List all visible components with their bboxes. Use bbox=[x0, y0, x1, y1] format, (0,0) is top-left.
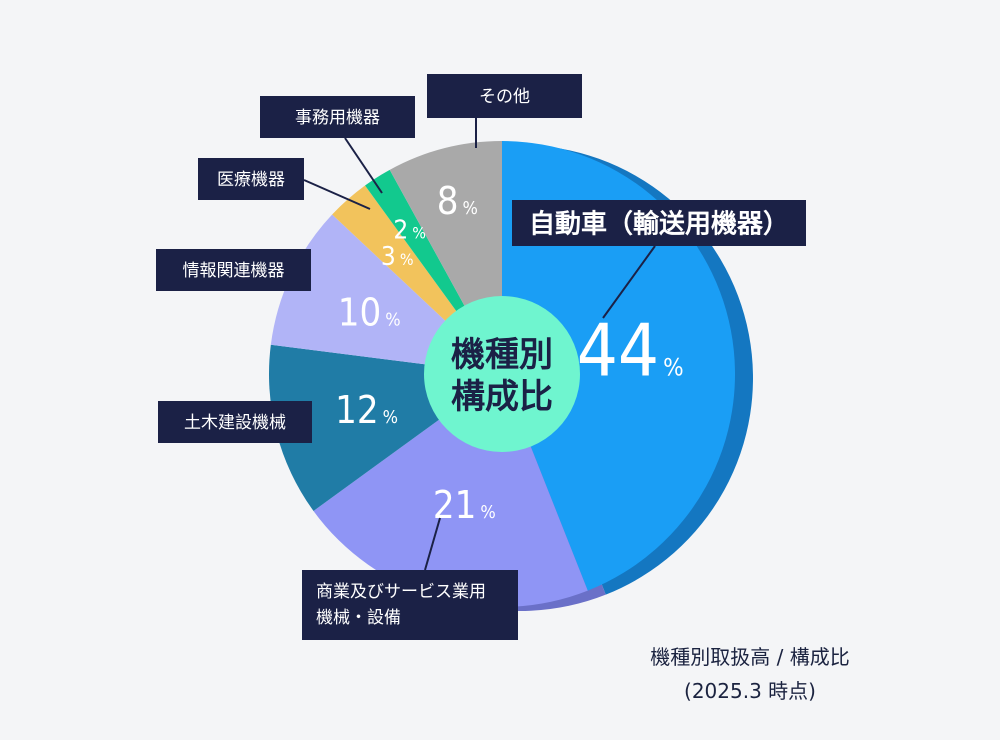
slice-label-box bbox=[427, 74, 582, 118]
slice-label: 機械・設備 bbox=[316, 608, 401, 628]
data-label: 12% bbox=[335, 388, 398, 432]
slice-label-box bbox=[302, 570, 518, 640]
leader-line bbox=[602, 245, 656, 319]
slice-label-box bbox=[158, 401, 312, 443]
data-label: 21% bbox=[433, 483, 496, 527]
leader-line bbox=[424, 517, 441, 571]
data-label: 3% bbox=[381, 242, 414, 272]
chart-caption: 機種別取扱高 / 構成比 (2025.3 時点) bbox=[600, 640, 900, 708]
value-labels: 44 % 21 % 12 % 10 % 3 %2 % 8% bbox=[335, 179, 683, 527]
data-label: 44% bbox=[577, 309, 684, 393]
leader-line bbox=[344, 137, 383, 194]
data-label: 8% bbox=[437, 179, 478, 223]
slice-label: 事務用機器 bbox=[295, 108, 380, 128]
slice-label-box bbox=[198, 158, 304, 200]
slice-label: その他 bbox=[479, 87, 530, 107]
slice-label: 医療機器 bbox=[217, 170, 285, 190]
pie-slice-0 bbox=[502, 141, 736, 591]
leader-line bbox=[303, 179, 371, 210]
slice-label: 情報関連機器 bbox=[183, 261, 285, 281]
slice-label: 商業及びサービス業用 bbox=[316, 582, 486, 602]
center-label-line: 機種別 bbox=[451, 335, 553, 375]
slice-label: 土木建設機械 bbox=[184, 413, 286, 433]
center-circle bbox=[424, 296, 580, 452]
slice-label: 自動車（輸送用機器） bbox=[529, 208, 789, 239]
slice-label-box bbox=[260, 96, 415, 138]
slice-label-box bbox=[512, 200, 806, 246]
center-label-line: 構成比 bbox=[451, 377, 553, 417]
slice-label-box bbox=[156, 249, 311, 291]
caption-date: (2025.3 時点) bbox=[684, 679, 816, 703]
data-label: 2% bbox=[393, 215, 426, 245]
caption-title: 機種別取扱高 / 構成比 bbox=[650, 645, 850, 669]
data-label: 10% bbox=[338, 290, 401, 334]
